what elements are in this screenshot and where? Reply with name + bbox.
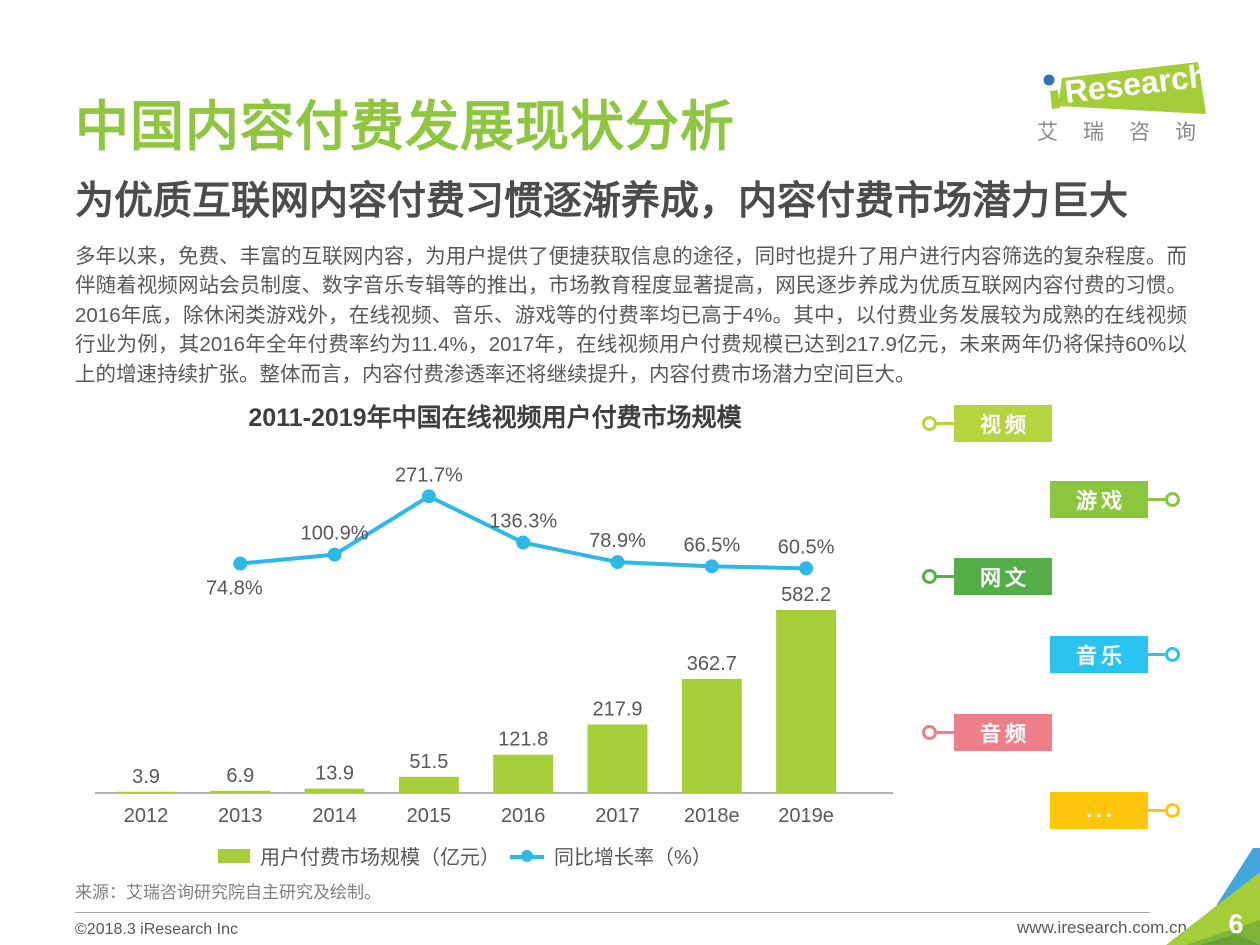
connector-circle-icon [922,569,937,584]
corner-ribbon-icon: 6 [1166,848,1260,945]
line-legend-label: 同比增长率（%） [554,847,712,869]
bar-2015 [398,776,459,793]
connector-line [1148,653,1165,656]
x-tick-2018e: 2018e [684,805,740,827]
x-tick-2019e: 2019e [778,805,834,827]
bar-2018e [681,678,742,793]
bar-value-2015: 51.5 [409,751,448,773]
page-title: 中国内容付费发展现状分析 [75,97,735,158]
tag-label: 网文 [954,558,1052,595]
line-value-2019e: 60.5% [778,536,835,558]
website-link[interactable]: www.iresearch.com.cn [1016,918,1187,937]
line-point-2016 [516,535,531,550]
bar-value-2013: 6.9 [226,765,254,787]
legend-item-line: 同比增长率（%） [510,841,712,870]
connector-circle-icon [1165,803,1180,818]
connector-circle-icon [922,725,937,740]
bar-value-2018e: 362.7 [687,653,737,675]
line-point-2013 [233,556,248,571]
line-value-2014: 100.9% [301,523,369,545]
connector-circle-icon [1165,647,1180,662]
bar-value-2017: 217.9 [592,698,642,720]
bar-2012 [116,791,176,793]
line-value-2015: 271.7% [395,464,463,486]
x-tick-2012: 2012 [124,805,169,827]
line-value-2017: 78.9% [589,530,646,552]
category-tag-music: 音乐 [1050,636,1180,673]
footer-divider [75,912,1150,913]
connector-circle-icon [1165,492,1180,507]
tag-label: ... [1050,792,1148,829]
bar-2019e [776,609,837,793]
bar-2014 [304,788,365,793]
line-point-2019e [799,561,814,576]
bar-2016 [493,754,554,793]
paid-market-chart: 3.9 2012 6.9 2013 13.9 2014 51.5 2015 121.8 2016 2… [95,464,893,827]
line-legend-swatch-icon [510,849,544,863]
x-tick-2013: 2013 [218,805,263,827]
line-value-2018e: 66.5% [683,534,740,556]
tag-label: 游戏 [1050,481,1148,518]
connector-line [1148,809,1165,812]
connector-line [1148,498,1165,501]
connector-line [937,422,954,425]
line-value-2016: 136.3% [489,511,557,533]
page-number: 6 [1228,909,1243,939]
connector-line [937,575,954,578]
line-point-2018e [704,559,719,574]
x-tick-2017: 2017 [595,805,640,827]
x-tick-2015: 2015 [407,805,452,827]
category-tag-video: 视频 [922,405,1052,442]
source-note: 来源：艾瑞咨询研究院自主研究及绘制。 [75,883,381,902]
connector-circle-icon [922,416,937,431]
copyright-text: ©2018.3 iResearch Inc [75,921,238,938]
line-point-2017 [610,555,625,570]
category-tag-audio: 音频 [922,714,1052,751]
tag-label: 音频 [954,714,1052,751]
bar-legend-swatch-icon [218,848,250,863]
category-tag-more: ... [1050,792,1180,829]
bar-value-2016: 121.8 [498,729,548,751]
category-tag-game: 游戏 [1050,481,1180,518]
connector-line [937,731,954,734]
bar-2013 [210,790,271,793]
line-value-2013: 74.8% [206,577,263,599]
line-point-2015 [421,489,436,504]
bar-value-2012: 3.9 [132,766,160,788]
x-tick-2014: 2014 [312,805,357,827]
chart-title: 2011-2019年中国在线视频用户付费市场规模 [248,404,742,432]
page-subtitle: 为优质互联网内容付费习惯逐渐养成，内容付费市场潜力巨大 [75,180,1129,224]
x-tick-2016: 2016 [501,805,546,827]
bar-legend-label: 用户付费市场规模（亿元） [260,847,500,869]
bar-value-2019e: 582.2 [781,584,831,606]
logo-i-dot [1043,74,1055,86]
legend-item-bar: 用户付费市场规模（亿元） [218,841,500,870]
iresearch-logo-icon: Research [1043,57,1210,114]
tag-label: 视频 [954,405,1052,442]
category-tag-webnovel: 网文 [922,558,1052,595]
bar-2017 [587,724,648,793]
bar-value-2014: 13.9 [315,763,354,785]
tag-label: 音乐 [1050,636,1148,673]
body-paragraph: 多年以来，免费、丰富的互联网内容，为用户提供了便捷获取信息的途径，同时也提升了用… [75,244,1187,386]
line-point-2014 [327,547,342,562]
logo-subtext: 艾瑞咨询 [1037,121,1221,144]
